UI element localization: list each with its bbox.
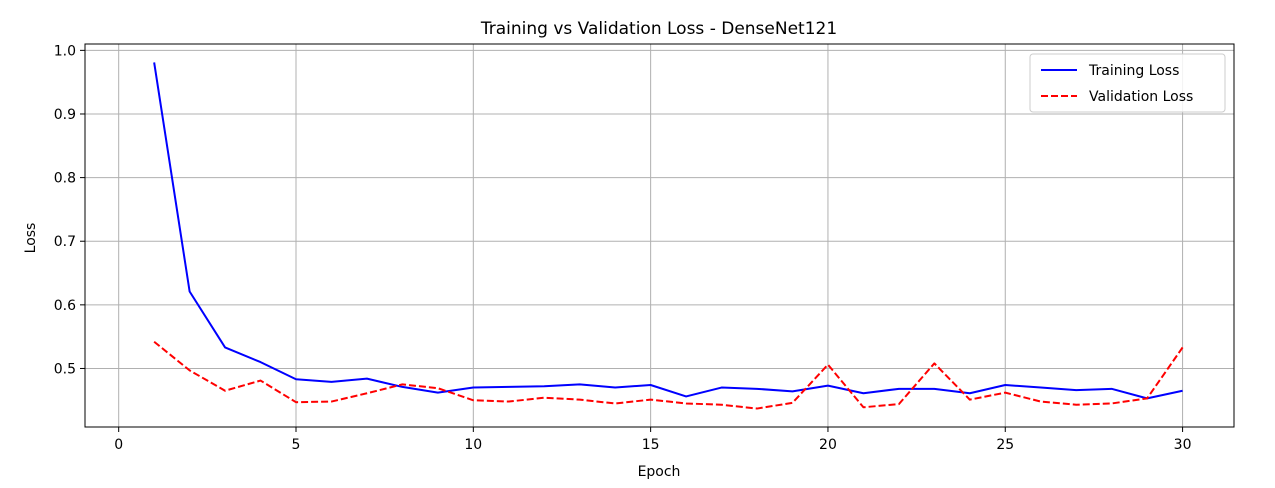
x-tick-label: 30 bbox=[1174, 437, 1192, 453]
x-tick-label: 25 bbox=[996, 437, 1014, 453]
chart-title: Training vs Validation Loss - DenseNet12… bbox=[480, 19, 837, 39]
axes: 0 5 10 15 20 25 30 0.5 0.6 0.7 0.8 0.9 1.0 bbox=[54, 43, 1192, 453]
x-tick-label: 10 bbox=[464, 437, 482, 453]
y-tick-label: 1.0 bbox=[54, 43, 76, 59]
y-tick-label: 0.8 bbox=[54, 171, 76, 187]
x-tick-label: 15 bbox=[642, 437, 660, 453]
legend-label-training: Training Loss bbox=[1088, 63, 1179, 79]
x-tick-label: 5 bbox=[292, 437, 301, 453]
training-loss-line bbox=[153, 62, 1183, 400]
legend: Training Loss Validation Loss bbox=[1029, 53, 1226, 113]
validation-loss-line bbox=[153, 340, 1184, 410]
legend-box bbox=[1029, 53, 1226, 113]
y-tick-label: 0.5 bbox=[54, 361, 76, 377]
y-tick-label: 0.9 bbox=[54, 107, 76, 123]
y-tick-label: 0.7 bbox=[54, 234, 76, 250]
y-tick-label: 0.6 bbox=[54, 298, 76, 314]
series-layer bbox=[153, 62, 1184, 410]
x-tick-label: 20 bbox=[819, 437, 837, 453]
legend-label-validation: Validation Loss bbox=[1089, 89, 1193, 105]
grid bbox=[85, 44, 1234, 427]
x-axis-title: Epoch bbox=[638, 464, 681, 480]
plot-frame bbox=[84, 43, 1235, 428]
x-tick-label: 0 bbox=[114, 437, 123, 453]
y-axis-title: Loss bbox=[23, 223, 39, 254]
